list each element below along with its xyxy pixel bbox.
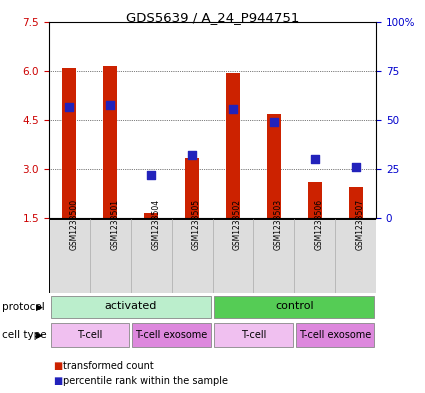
- Point: [66, 103, 73, 110]
- Text: GSM1233505: GSM1233505: [192, 199, 201, 250]
- Bar: [144, 213, 158, 218]
- Text: T-cell: T-cell: [77, 330, 102, 340]
- Text: ■: ■: [53, 376, 62, 386]
- Point: [352, 164, 359, 171]
- Text: cell type: cell type: [2, 330, 47, 340]
- Text: GSM1233503: GSM1233503: [274, 199, 283, 250]
- Bar: [214, 323, 293, 347]
- Text: GSM1233500: GSM1233500: [69, 199, 78, 250]
- Text: GSM1233502: GSM1233502: [233, 199, 242, 250]
- Text: ▶: ▶: [36, 303, 43, 311]
- Bar: [226, 73, 240, 218]
- Point: [189, 152, 196, 159]
- Text: transformed count: transformed count: [63, 361, 154, 371]
- Text: ■: ■: [53, 361, 62, 371]
- Text: GSM1233507: GSM1233507: [356, 199, 365, 250]
- Text: T-cell exosome: T-cell exosome: [136, 330, 208, 340]
- Bar: [62, 68, 76, 218]
- Point: [230, 105, 236, 112]
- Bar: [51, 296, 211, 318]
- Text: GDS5639 / A_24_P944751: GDS5639 / A_24_P944751: [126, 11, 299, 24]
- Text: GSM1233504: GSM1233504: [151, 199, 160, 250]
- Bar: [214, 296, 374, 318]
- Bar: [296, 323, 374, 347]
- Text: protocol: protocol: [2, 302, 45, 312]
- Text: activated: activated: [105, 301, 157, 311]
- Bar: [51, 323, 129, 347]
- Point: [270, 119, 277, 125]
- Point: [148, 172, 155, 178]
- Text: control: control: [275, 301, 314, 311]
- Text: GSM1233506: GSM1233506: [315, 199, 324, 250]
- Bar: [267, 114, 281, 218]
- Bar: [132, 323, 211, 347]
- Bar: [103, 66, 117, 218]
- Bar: [185, 158, 199, 218]
- Text: GSM1233501: GSM1233501: [110, 199, 119, 250]
- Point: [312, 156, 318, 163]
- Text: percentile rank within the sample: percentile rank within the sample: [63, 376, 228, 386]
- Bar: [308, 182, 322, 218]
- Text: T-cell: T-cell: [241, 330, 266, 340]
- Text: ▶: ▶: [36, 331, 43, 340]
- Text: T-cell exosome: T-cell exosome: [299, 330, 371, 340]
- Point: [107, 101, 113, 108]
- Bar: [348, 187, 363, 218]
